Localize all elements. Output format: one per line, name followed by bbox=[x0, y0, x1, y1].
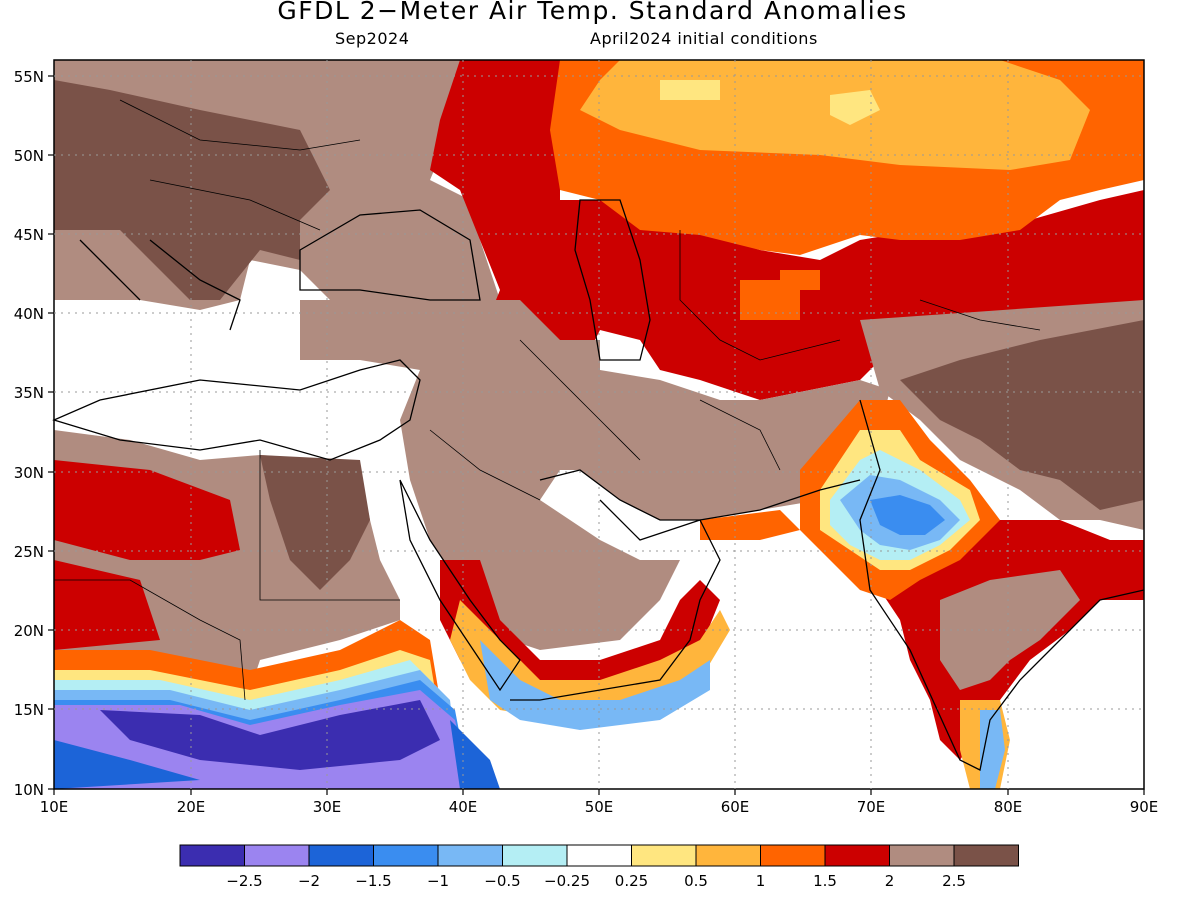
latitude-labels: 10N 15N 20N 25N 30N 35N 40N 45N 50N 55N bbox=[14, 68, 44, 799]
lat-label: 55N bbox=[14, 68, 44, 86]
color-legend bbox=[179, 844, 1019, 867]
lon-label: 80E bbox=[994, 798, 1023, 816]
legend-label: −1.5 bbox=[355, 872, 391, 890]
lon-label: 30E bbox=[313, 798, 342, 816]
legend-swatch bbox=[566, 844, 632, 867]
lat-label: 50N bbox=[14, 147, 44, 165]
legend-swatch bbox=[179, 844, 245, 867]
lat-label: 25N bbox=[14, 543, 44, 561]
legend-swatch bbox=[373, 844, 439, 867]
legend-label: 2 bbox=[885, 872, 895, 890]
legend-label: 2.5 bbox=[942, 872, 966, 890]
legend-swatch bbox=[760, 844, 826, 867]
lon-label: 10E bbox=[40, 798, 69, 816]
legend-label: 1 bbox=[756, 872, 766, 890]
legend-labels: −2.5 −2 −1.5 −1 −0.5 −0.25 0.25 0.5 1 1.5 2 2.5 bbox=[226, 872, 966, 890]
lon-label: 90E bbox=[1130, 798, 1159, 816]
legend-label: 0.5 bbox=[684, 872, 708, 890]
axis-ticks bbox=[48, 75, 1145, 795]
coastlines bbox=[52, 199, 1145, 771]
lon-label: 50E bbox=[585, 798, 614, 816]
legend-label: −0.5 bbox=[484, 872, 520, 890]
init-conditions-label: April2024 initial conditions bbox=[590, 29, 818, 48]
legend-swatch bbox=[824, 844, 890, 867]
longitude-labels: 10E 20E 30E 40E 50E 60E 70E 80E 90E bbox=[40, 798, 1159, 816]
lon-label: 40E bbox=[449, 798, 478, 816]
legend-swatch bbox=[695, 844, 761, 867]
anomaly-fields bbox=[54, 60, 1144, 789]
lat-label: 15N bbox=[14, 701, 44, 719]
chart-title: GFDL 2−Meter Air Temp. Standard Anomalie… bbox=[277, 0, 908, 25]
legend-label: −0.25 bbox=[544, 872, 590, 890]
legend-swatch bbox=[437, 844, 503, 867]
lon-label: 60E bbox=[721, 798, 750, 816]
legend-label: 0.25 bbox=[615, 872, 648, 890]
legend-swatch bbox=[308, 844, 374, 867]
lat-label: 40N bbox=[14, 305, 44, 323]
legend-swatch bbox=[889, 844, 955, 867]
legend-swatch bbox=[244, 844, 310, 867]
valid-month-label: Sep2024 bbox=[335, 29, 410, 48]
lat-label: 10N bbox=[14, 781, 44, 799]
lat-label: 35N bbox=[14, 384, 44, 402]
lat-label: 45N bbox=[14, 226, 44, 244]
legend-label: 1.5 bbox=[813, 872, 837, 890]
graticule bbox=[54, 60, 1144, 789]
lon-label: 70E bbox=[857, 798, 886, 816]
country-borders bbox=[54, 99, 1041, 701]
legend-label: −1 bbox=[427, 872, 449, 890]
legend-swatch bbox=[631, 844, 697, 867]
lat-label: 20N bbox=[14, 622, 44, 640]
legend-swatch bbox=[502, 844, 568, 867]
lon-label: 20E bbox=[177, 798, 206, 816]
legend-label: −2 bbox=[298, 872, 320, 890]
lat-label: 30N bbox=[14, 464, 44, 482]
legend-label: −2.5 bbox=[226, 872, 262, 890]
legend-swatch bbox=[953, 844, 1019, 867]
